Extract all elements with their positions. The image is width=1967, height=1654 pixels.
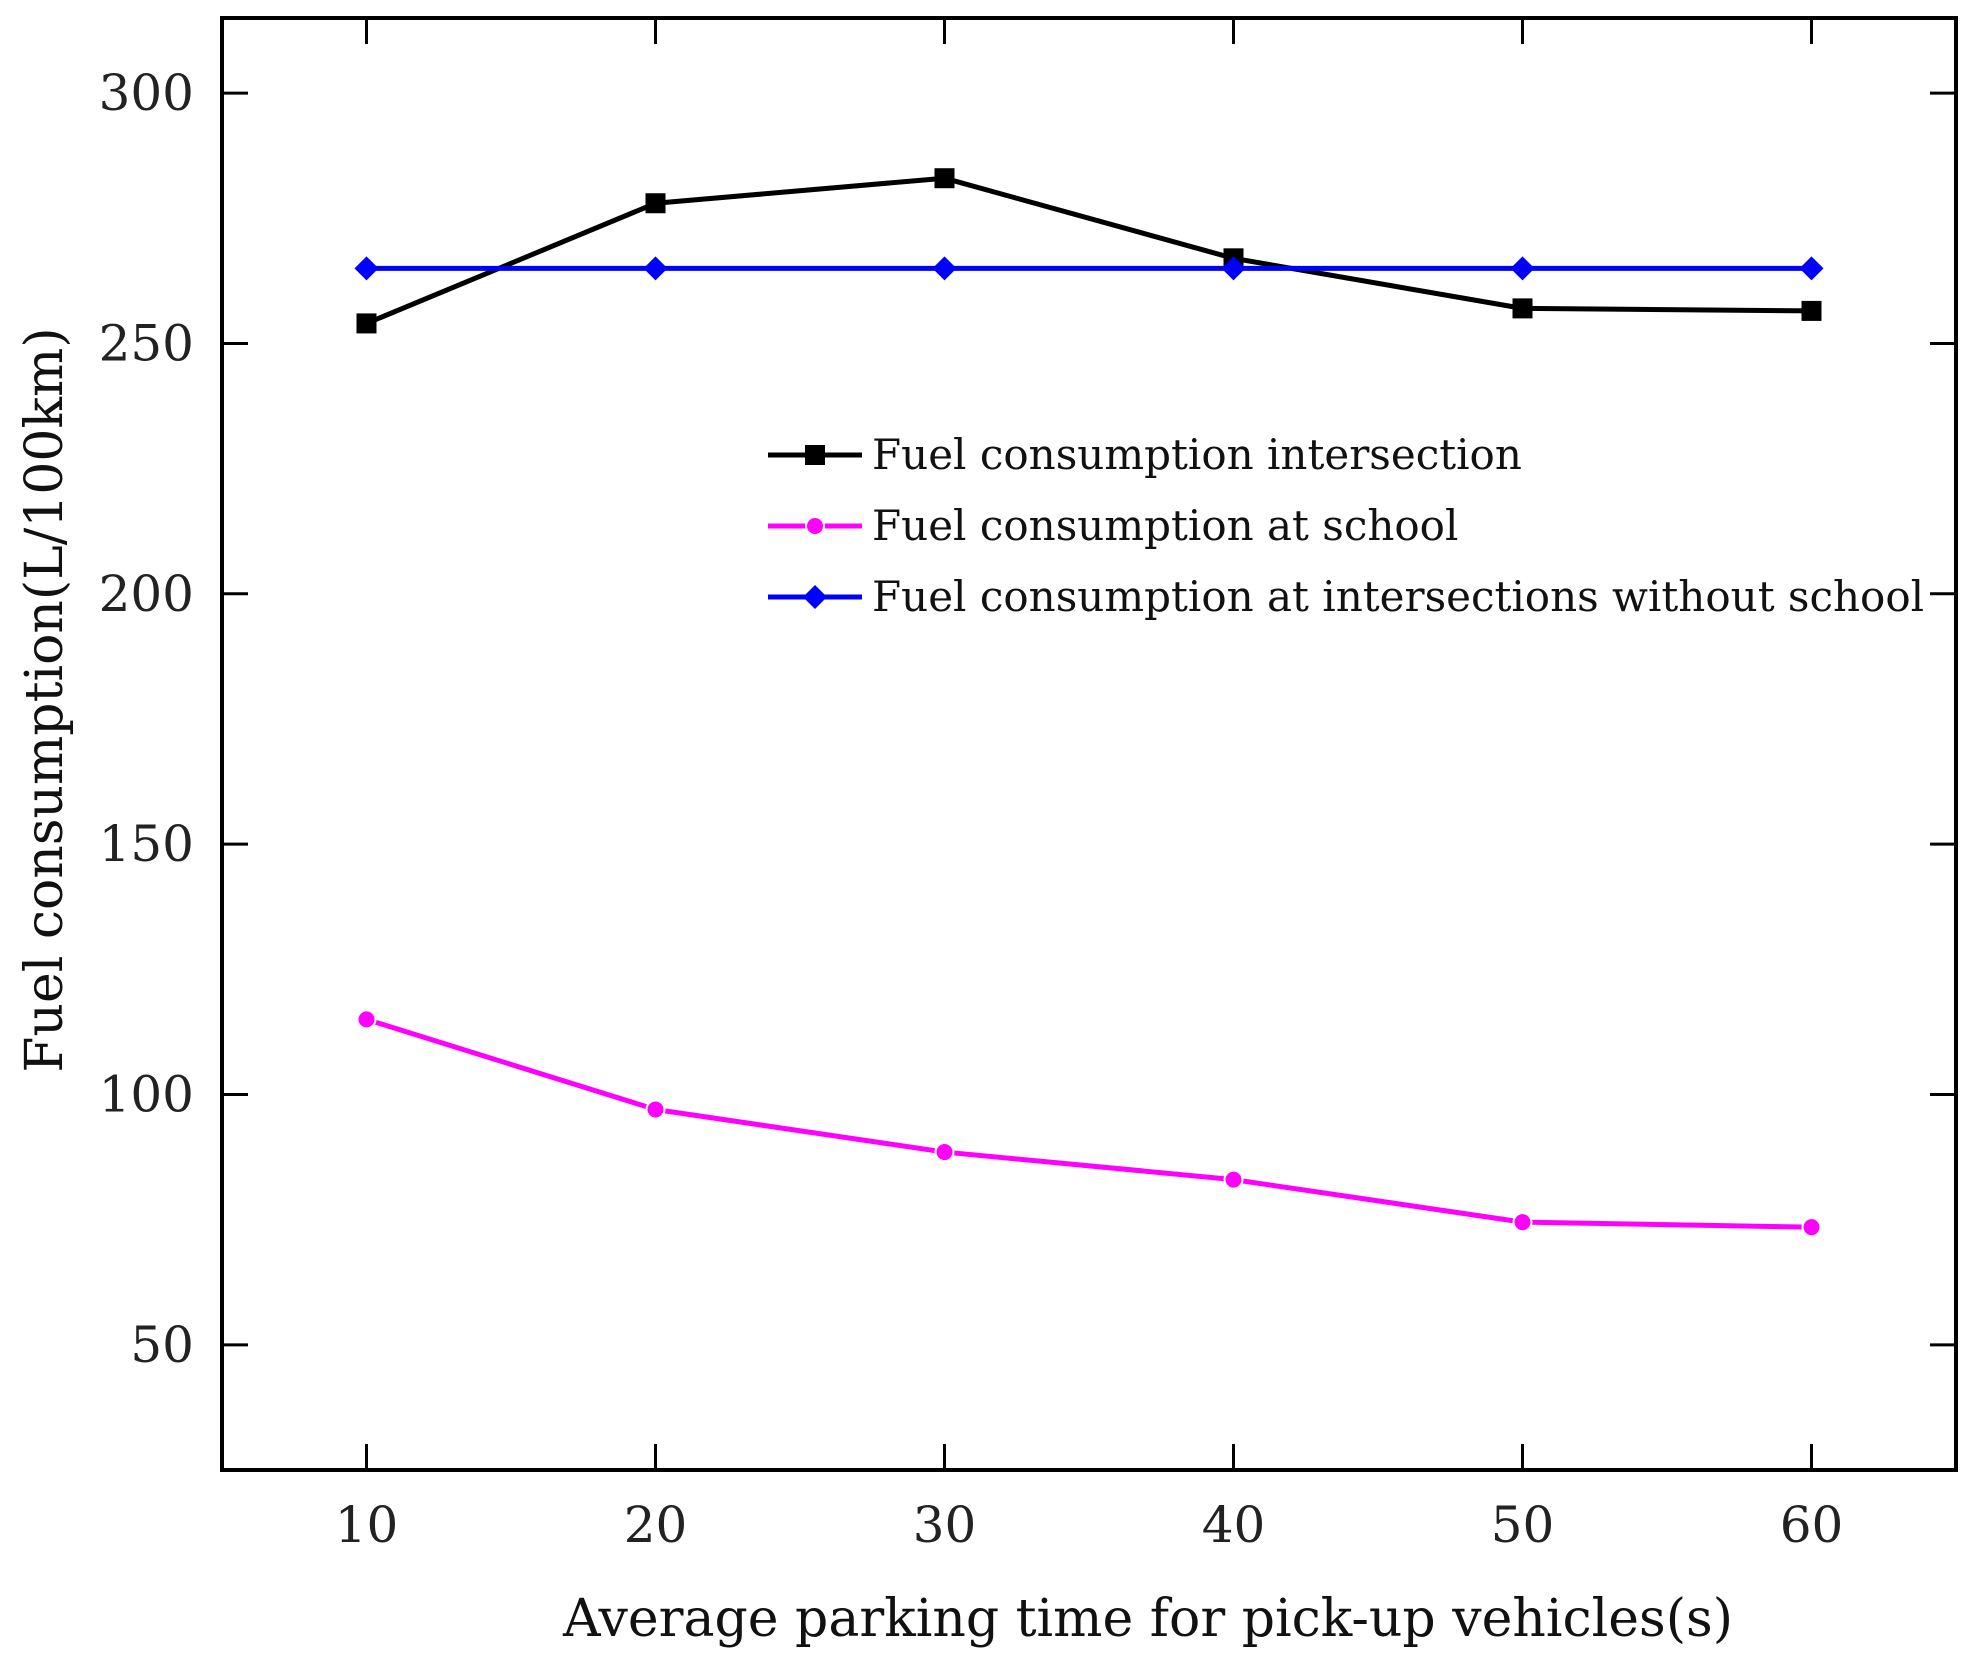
x-tick-label: 60	[1780, 1496, 1844, 1554]
data-point-school	[645, 1099, 666, 1120]
series-school	[356, 1009, 1822, 1238]
y-axis-title: Fuel consumption(L/100km)	[15, 327, 75, 1072]
y-tick-label: 100	[99, 1065, 194, 1123]
series-no-school	[354, 256, 1824, 281]
x-tick-label: 50	[1491, 1496, 1555, 1554]
series-line-intersection	[365, 175, 1812, 326]
legend-marker	[805, 445, 825, 465]
data-point-school	[1801, 1217, 1822, 1238]
data-point-intersection	[934, 168, 955, 189]
plot-frame	[220, 16, 1958, 1472]
data-point-no-school	[932, 256, 957, 281]
legend-label: Fuel consumption at school	[872, 501, 1458, 550]
data-point-no-school	[643, 256, 668, 281]
data-point-intersection	[645, 193, 666, 214]
data-point-school	[934, 1142, 955, 1163]
x-tick-label: 20	[624, 1496, 688, 1554]
data-point-school	[1223, 1169, 1244, 1190]
y-tick-label: 50	[130, 1316, 194, 1374]
data-point-no-school	[1510, 256, 1535, 281]
x-axis-title: Average parking time for pick-up vehicle…	[562, 1589, 1733, 1649]
data-point-no-school	[1799, 256, 1824, 281]
x-tick-label: 30	[913, 1496, 977, 1554]
x-axis: 10 20 30 40 50 60	[335, 18, 1844, 1554]
y-tick-label: 150	[99, 815, 194, 873]
legend-label: Fuel consumption intersection	[872, 430, 1522, 479]
legend-marker	[805, 516, 825, 536]
data-point-intersection	[1512, 298, 1533, 319]
data-point-intersection	[1801, 300, 1822, 321]
legend: Fuel consumption intersection Fuel consum…	[768, 430, 1924, 621]
data-point-school	[356, 1009, 377, 1030]
x-tick-label: 40	[1202, 1496, 1266, 1554]
series-line-school	[365, 1016, 1812, 1230]
series-intersection	[356, 168, 1822, 334]
legend-marker	[803, 585, 827, 609]
y-tick-label: 200	[99, 565, 194, 623]
data-point-no-school	[354, 256, 379, 281]
x-tick-label: 10	[335, 1496, 399, 1554]
data-point-no-school	[1221, 256, 1246, 281]
series-layer	[354, 168, 1824, 1238]
data-point-school	[1512, 1212, 1533, 1233]
data-point-intersection	[356, 313, 377, 334]
legend-label: Fuel consumption at intersections withou…	[872, 572, 1924, 621]
y-axis: 50 100 150 200 250 300	[99, 64, 1956, 1374]
y-tick-label: 250	[99, 314, 194, 372]
y-tick-label: 300	[99, 64, 194, 122]
